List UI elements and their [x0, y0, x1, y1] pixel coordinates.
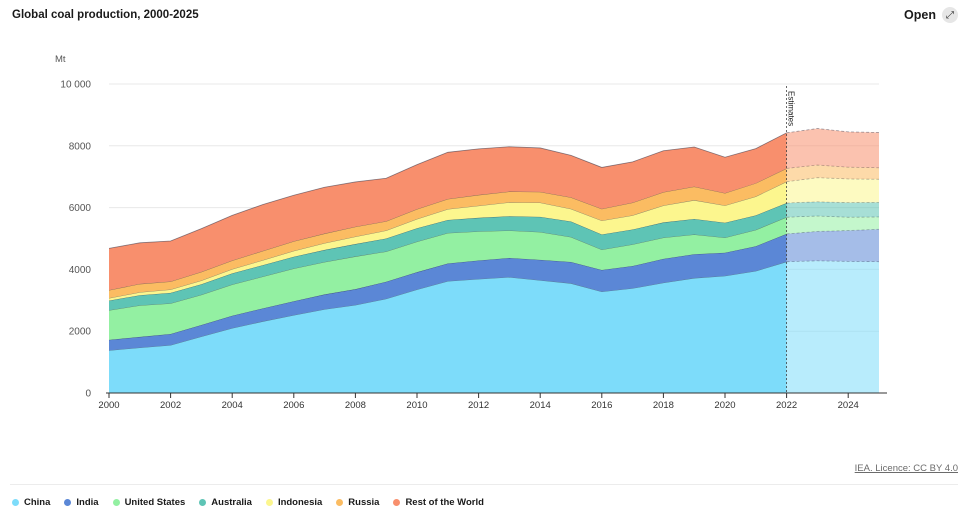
legend-item-china[interactable]: China	[12, 497, 50, 508]
area-estimate-china	[786, 260, 879, 393]
expand-icon: ⤢	[942, 7, 958, 23]
series-line-estimate-rest-of-the-world	[786, 128, 880, 134]
legend-label: Rest of the World	[405, 497, 484, 508]
legend-divider	[10, 484, 958, 485]
area-estimate-rest-of-the-world	[786, 128, 879, 169]
area-china	[109, 261, 787, 393]
open-button-label: Open	[904, 8, 936, 22]
x-tick-label: 2012	[468, 400, 489, 411]
x-tick-label: 2024	[838, 400, 859, 411]
x-tick-label: 2022	[776, 400, 797, 411]
x-tick-label: 2014	[530, 400, 551, 411]
legend-swatch	[12, 499, 19, 506]
area-estimate-united-states	[786, 215, 879, 234]
x-tick-label: 2004	[222, 400, 243, 411]
legend-item-india[interactable]: India	[64, 497, 99, 508]
estimate-label: Estimates	[787, 91, 796, 126]
y-axis-unit: Mt	[55, 54, 66, 65]
chart-legend: China India United States Australia Indonesi…	[12, 497, 484, 508]
legend-item-russia[interactable]: Russia	[336, 497, 379, 508]
open-button[interactable]: Open ⤢	[904, 7, 958, 23]
y-tick-label: 8000	[69, 141, 92, 152]
legend-swatch	[393, 499, 401, 506]
y-tick-label: 6000	[69, 203, 92, 214]
y-tick-label: 0	[85, 389, 91, 400]
licence-link[interactable]: IEA. Licence: CC BY 4.0	[854, 463, 958, 474]
y-tick-label: 10 000	[60, 80, 91, 91]
area-india	[109, 233, 787, 351]
x-tick-label: 2020	[714, 400, 735, 411]
legend-item-rest-of-the-world[interactable]: Rest of the World	[393, 497, 484, 508]
area-russia	[109, 168, 787, 299]
legend-label: Indonesia	[277, 497, 323, 508]
legend-swatch	[265, 499, 273, 506]
area-rest-of-the-world	[109, 132, 787, 291]
legend-item-united-states[interactable]: United States	[112, 497, 186, 508]
chart-title: Global coal production, 2000-2025	[12, 9, 199, 21]
x-tick-label: 2016	[591, 400, 612, 411]
area-estimate-india	[786, 229, 879, 262]
x-tick-label: 2008	[345, 400, 366, 411]
area-united-states	[109, 217, 787, 340]
legend-label: China	[24, 497, 51, 508]
area-estimate-australia	[786, 201, 879, 218]
area-chart: 0 2000 4000 6000 8000 10 000 Mt Estimates 2000 20…	[55, 54, 887, 411]
legend-swatch	[336, 499, 344, 506]
x-tick-label: 2002	[160, 400, 181, 411]
y-tick-label: 4000	[69, 265, 92, 276]
legend-item-indonesia[interactable]: Indonesia	[265, 497, 323, 508]
x-tick-label: 2006	[283, 400, 304, 411]
legend-label: United States	[124, 497, 186, 508]
legend-swatch	[199, 499, 207, 506]
area-australia	[109, 202, 787, 311]
y-tick-label: 2000	[69, 327, 92, 338]
area-estimate-russia	[786, 164, 879, 182]
x-tick-label: 2018	[653, 400, 674, 411]
area-estimate-indonesia	[786, 177, 879, 203]
x-tick-label: 2000	[98, 400, 119, 411]
legend-item-australia[interactable]: Australia	[199, 497, 252, 508]
legend-swatch	[112, 499, 120, 506]
legend-label: Australia	[211, 497, 252, 508]
legend-label: Russia	[348, 497, 380, 508]
series-line-rest-of-the-world	[108, 132, 787, 249]
legend-swatch	[64, 499, 72, 506]
x-tick-label: 2010	[406, 400, 427, 411]
area-indonesia	[109, 181, 787, 301]
legend-label: India	[76, 497, 99, 508]
